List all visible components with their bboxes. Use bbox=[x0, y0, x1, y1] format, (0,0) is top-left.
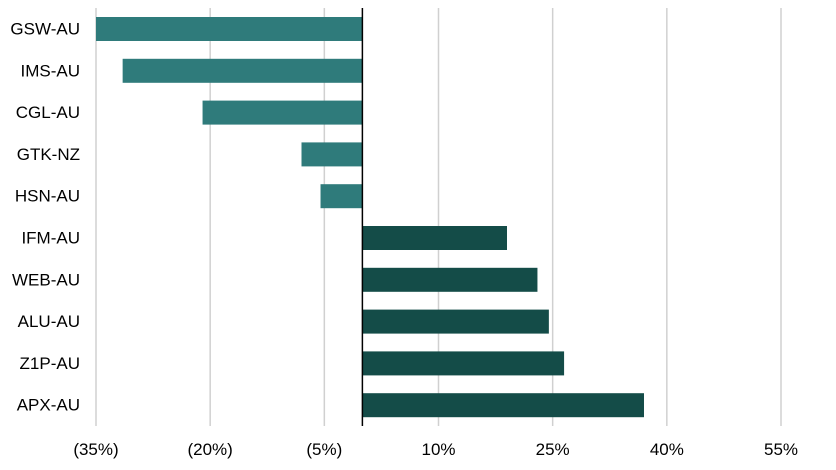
bar-gsw-au bbox=[96, 17, 363, 41]
bar-apx-au bbox=[362, 393, 644, 418]
x-tick-label-4: 25% bbox=[536, 440, 570, 459]
x-tick-label-6: 55% bbox=[764, 440, 798, 459]
bar-hsn-au bbox=[320, 184, 363, 209]
x-tick-label-0: (35%) bbox=[73, 440, 118, 459]
bar-z1p-au bbox=[362, 351, 565, 376]
category-label-ifm-au: IFM-AU bbox=[21, 229, 80, 248]
category-label-gtk-nz: GTK-NZ bbox=[17, 145, 80, 164]
x-tick-labels: (35%) (20%) (5%) 10% 25% 40% 55% bbox=[73, 440, 798, 459]
category-label-cgl-au: CGL-AU bbox=[16, 103, 80, 122]
bar-alu-au bbox=[362, 309, 549, 334]
x-tick-label-2: (5%) bbox=[306, 440, 342, 459]
x-tick-label-1: (20%) bbox=[187, 440, 232, 459]
bar-ifm-au bbox=[362, 226, 507, 250]
bar-gtk-nz bbox=[301, 142, 363, 167]
category-label-hsn-au: HSN-AU bbox=[15, 187, 80, 206]
category-label-z1p-au: Z1P-AU bbox=[20, 354, 80, 373]
category-label-gsw-au: GSW-AU bbox=[10, 20, 80, 39]
category-label-ims-au: IMS-AU bbox=[21, 61, 81, 80]
category-labels: GSW-AU IMS-AU CGL-AU GTK-NZ HSN-AU IFM-AU WEB-… bbox=[10, 20, 80, 415]
x-tick-label-5: 40% bbox=[650, 440, 684, 459]
x-tick-label-3: 10% bbox=[421, 440, 455, 459]
bars bbox=[96, 17, 644, 418]
bar-cgl-au bbox=[202, 100, 363, 125]
bar-web-au bbox=[362, 267, 538, 292]
category-label-alu-au: ALU-AU bbox=[18, 312, 80, 331]
category-label-web-au: WEB-AU bbox=[12, 270, 80, 289]
category-label-apx-au: APX-AU bbox=[17, 396, 80, 415]
bar-ims-au bbox=[122, 58, 363, 83]
